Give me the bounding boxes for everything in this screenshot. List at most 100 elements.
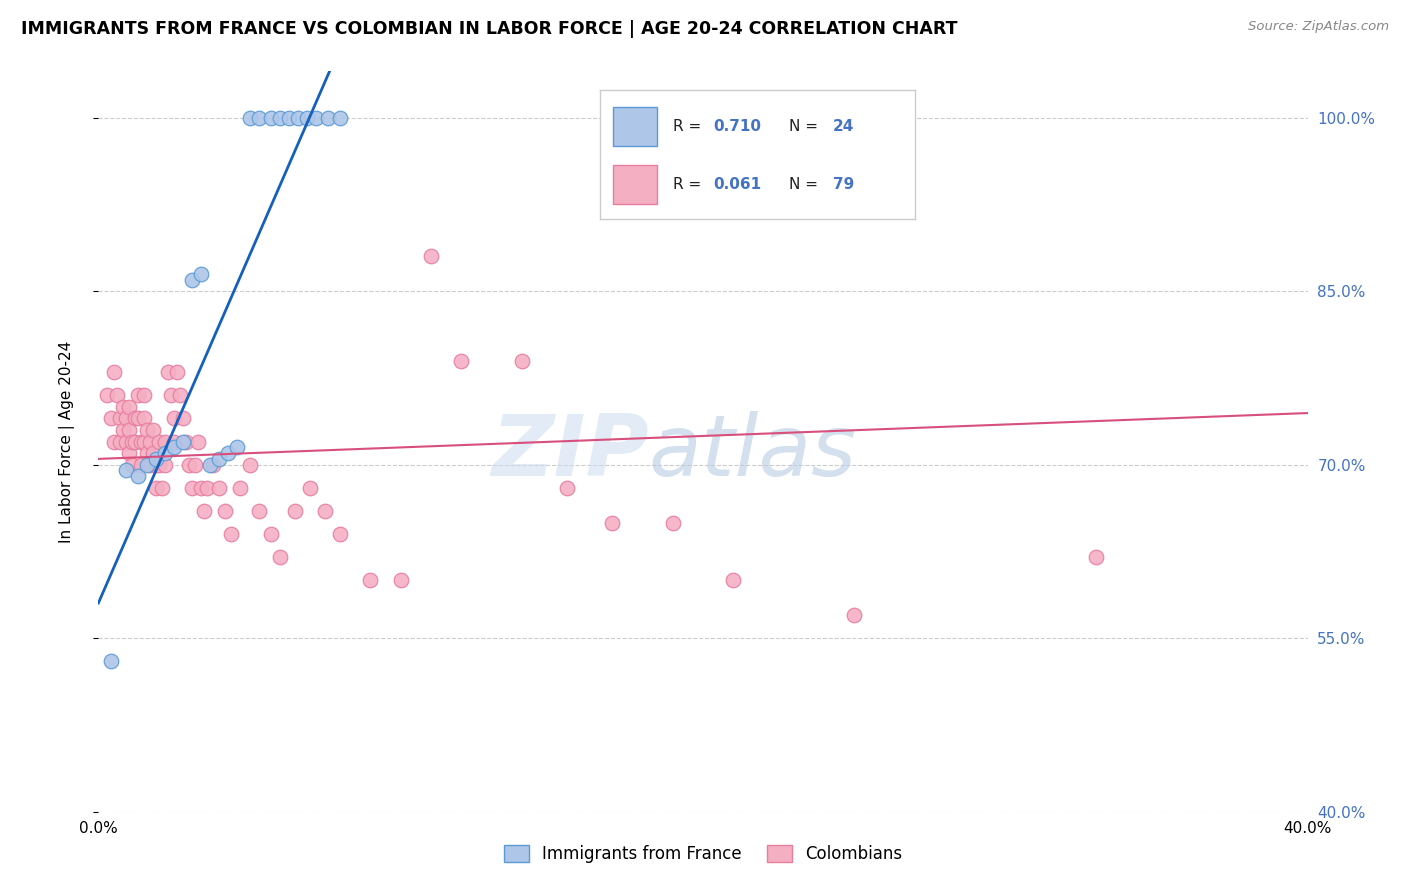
Point [135, 458, 157, 472]
Text: ZIP: ZIP [491, 411, 648, 494]
Point [132, 434, 155, 449]
Point [295, 111, 318, 125]
Point [181, 272, 204, 286]
Point [129, 434, 152, 449]
Point [142, 446, 165, 460]
Point [555, 481, 578, 495]
Point [239, 111, 262, 125]
Legend: Immigrants from France, Colombians: Immigrants from France, Colombians [498, 838, 908, 870]
Point [221, 527, 243, 541]
Point [247, 504, 270, 518]
Point [103, 434, 125, 449]
Point [269, 550, 291, 565]
Point [360, 574, 382, 588]
Point [195, 481, 218, 495]
Point [190, 481, 212, 495]
Point [96, 388, 118, 402]
Point [202, 458, 225, 472]
Point [169, 388, 191, 402]
Point [329, 527, 352, 541]
Point [145, 458, 167, 472]
Point [121, 458, 143, 472]
Point [181, 481, 204, 495]
Point [103, 365, 125, 379]
Point [661, 516, 683, 530]
Point [150, 481, 173, 495]
Point [314, 504, 336, 518]
Point [389, 574, 412, 588]
Point [179, 458, 201, 472]
Text: atlas: atlas [648, 411, 856, 494]
Point [108, 411, 131, 425]
Point [1085, 550, 1108, 565]
Point [108, 434, 131, 449]
Point [153, 434, 176, 449]
Point [139, 434, 162, 449]
Point [100, 411, 122, 425]
Point [118, 423, 141, 437]
Point [145, 481, 167, 495]
Point [127, 388, 149, 402]
Point [132, 411, 155, 425]
Point [602, 516, 624, 530]
Text: IMMIGRANTS FROM FRANCE VS COLOMBIAN IN LABOR FORCE | AGE 20-24 CORRELATION CHART: IMMIGRANTS FROM FRANCE VS COLOMBIAN IN L… [21, 20, 957, 37]
Point [127, 469, 149, 483]
Point [190, 267, 212, 281]
Point [226, 440, 249, 454]
Point [156, 365, 179, 379]
Point [260, 527, 283, 541]
Point [299, 481, 322, 495]
Point [239, 458, 262, 472]
Y-axis label: In Labor Force | Age 20-24: In Labor Force | Age 20-24 [59, 341, 75, 542]
Point [172, 411, 194, 425]
Point [269, 111, 291, 125]
Point [153, 446, 176, 460]
Point [166, 365, 188, 379]
Point [187, 434, 209, 449]
Point [193, 504, 215, 518]
Point [844, 608, 866, 623]
Text: Source: ZipAtlas.com: Source: ZipAtlas.com [1249, 20, 1389, 33]
Point [129, 458, 152, 472]
Point [135, 423, 157, 437]
Point [127, 411, 149, 425]
Point [450, 353, 472, 368]
Point [329, 111, 352, 125]
Point [111, 423, 134, 437]
Point [111, 400, 134, 414]
Point [160, 388, 183, 402]
Point [260, 111, 283, 125]
Point [114, 463, 136, 477]
Point [105, 388, 128, 402]
Point [118, 400, 141, 414]
Point [132, 388, 155, 402]
Point [163, 434, 186, 449]
Point [153, 458, 176, 472]
Point [145, 451, 167, 466]
Point [284, 504, 307, 518]
Point [184, 458, 207, 472]
Point [229, 481, 252, 495]
Point [723, 574, 745, 588]
Point [510, 353, 533, 368]
Point [135, 446, 157, 460]
Point [114, 434, 136, 449]
Point [174, 434, 197, 449]
Point [121, 434, 143, 449]
Point [277, 111, 299, 125]
Point [114, 411, 136, 425]
Point [118, 446, 141, 460]
Point [208, 451, 231, 466]
Point [148, 458, 170, 472]
Point [247, 111, 270, 125]
Point [217, 446, 239, 460]
Point [139, 458, 162, 472]
Point [100, 654, 122, 668]
Point [148, 434, 170, 449]
Point [163, 440, 186, 454]
Point [142, 423, 165, 437]
Point [316, 111, 339, 125]
Point [208, 481, 231, 495]
Point [163, 411, 186, 425]
Point [305, 111, 328, 125]
